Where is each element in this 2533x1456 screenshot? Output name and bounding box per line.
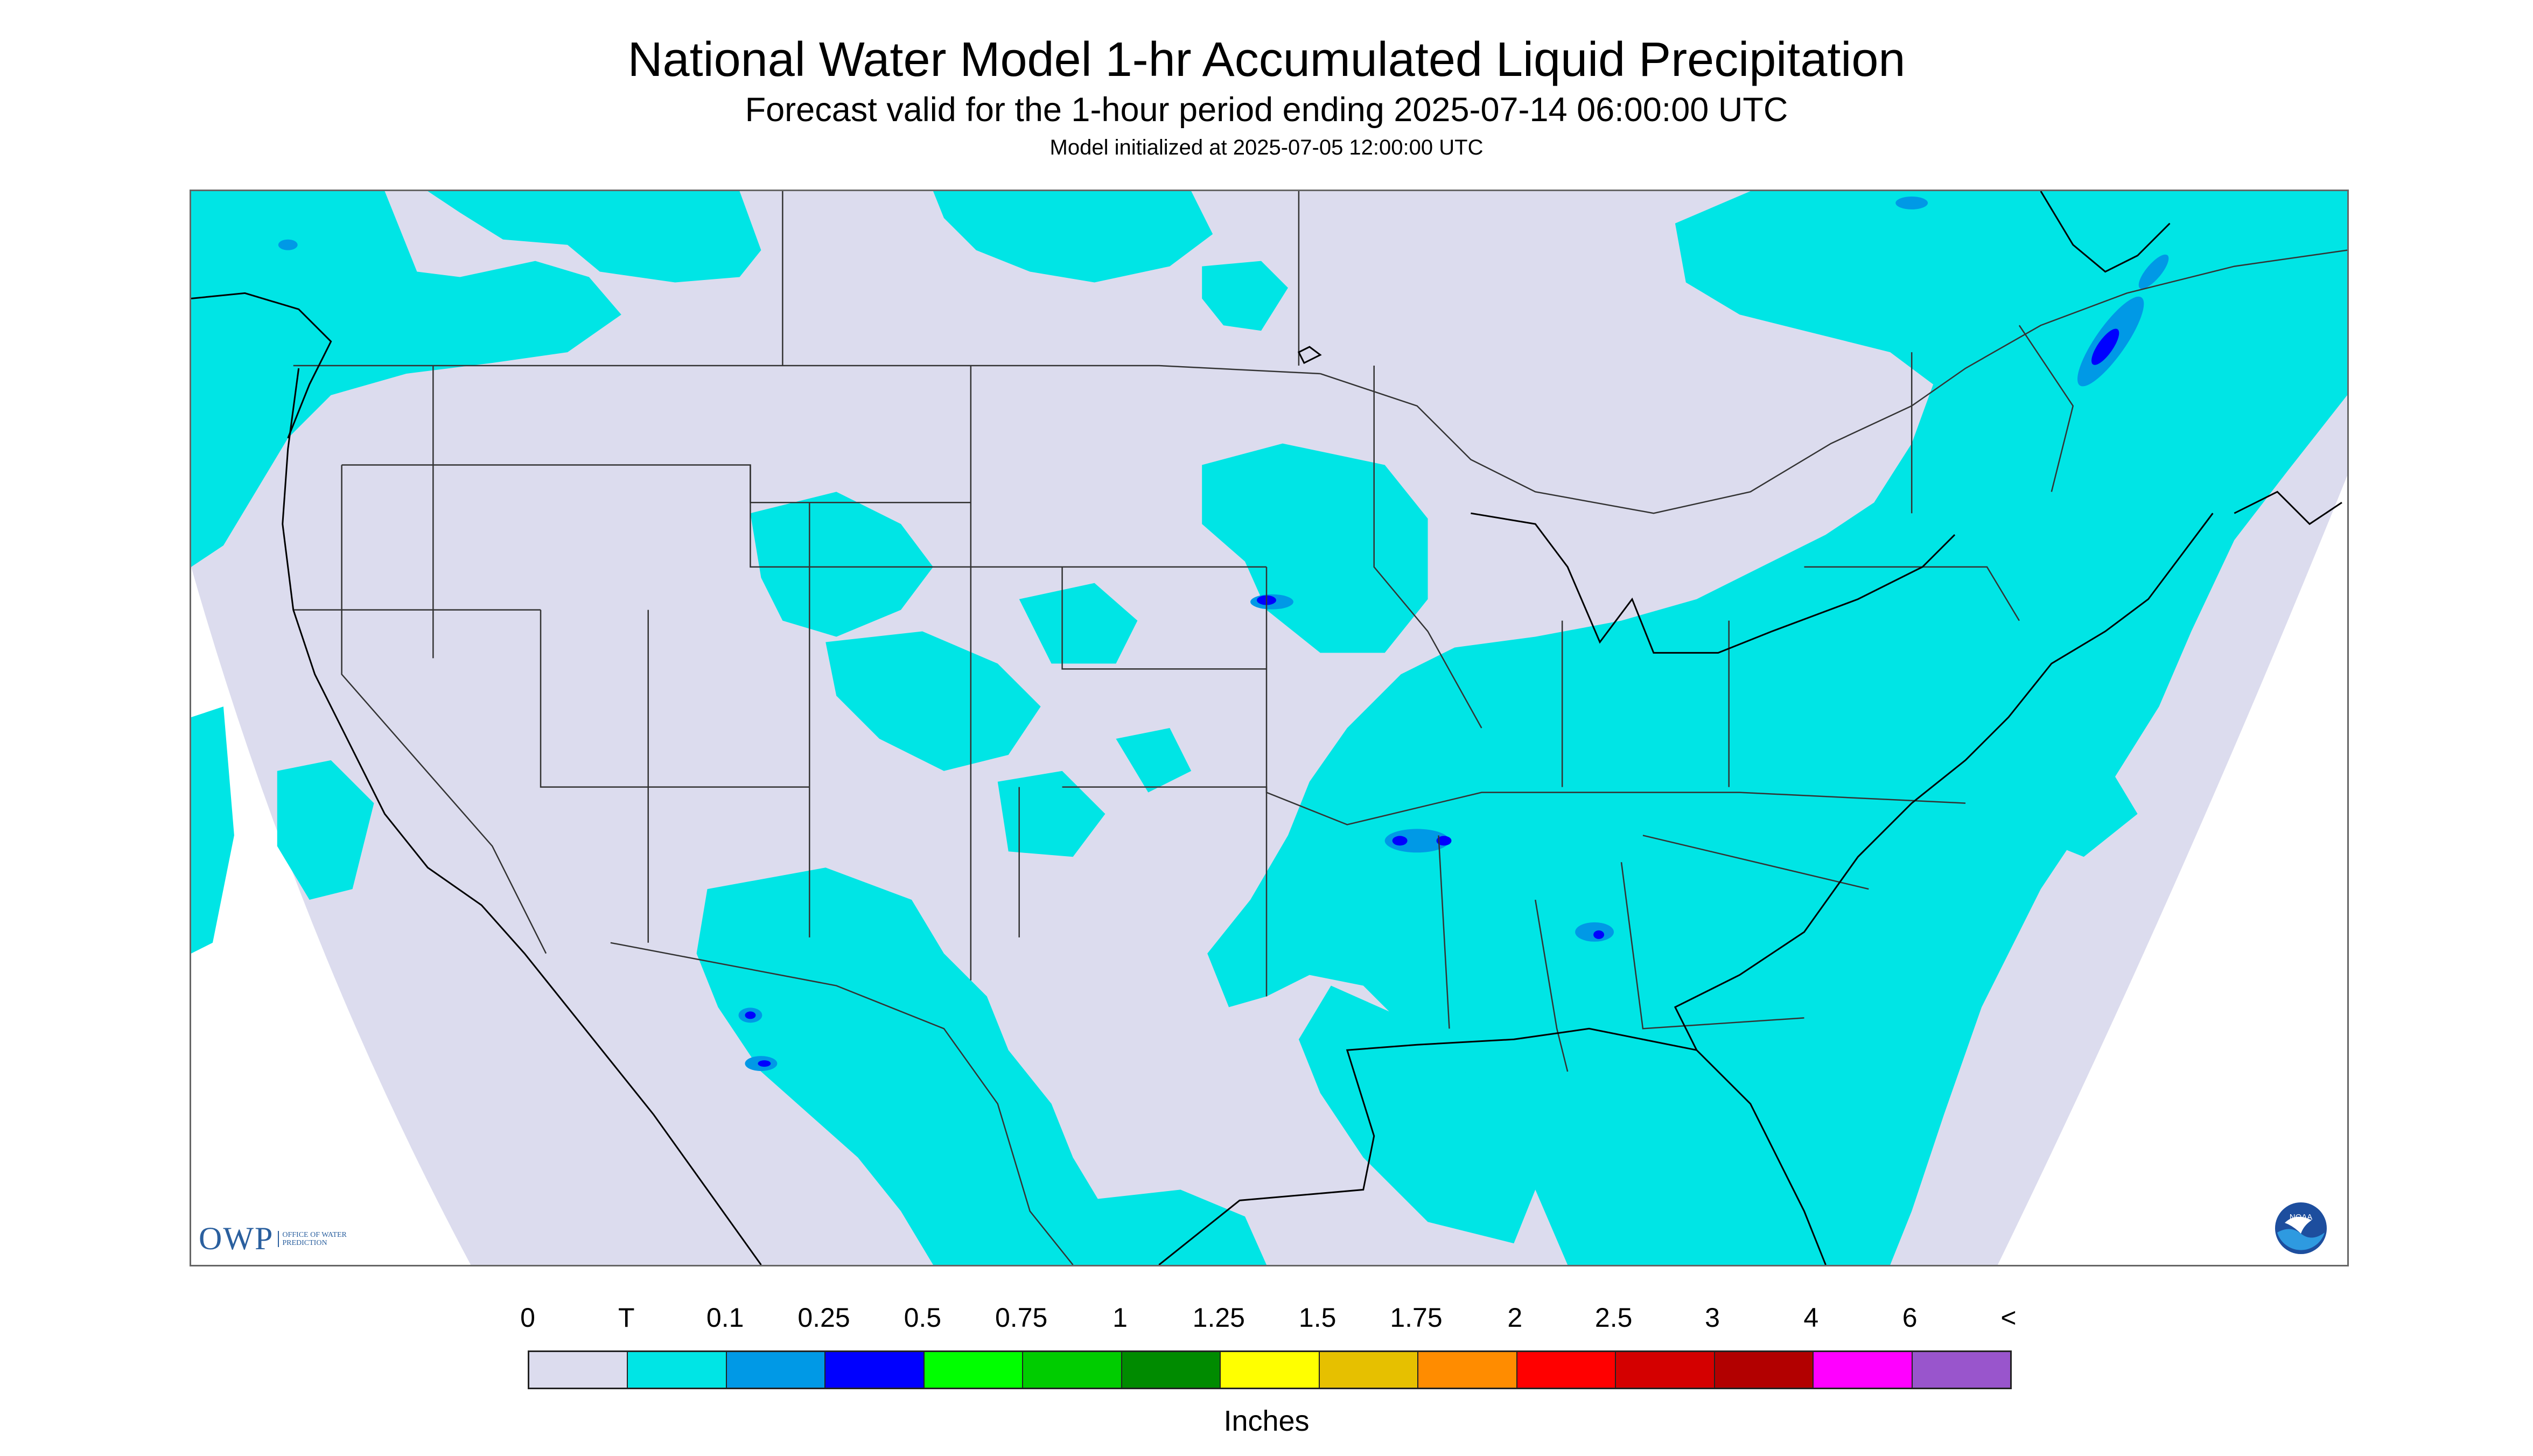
legend-color-bar <box>528 1350 2012 1389</box>
legend-tick-label: 1.25 <box>1192 1303 1245 1333</box>
noaa-logo-text: NOAA <box>2290 1213 2313 1222</box>
legend-swatch <box>1319 1352 1419 1388</box>
legend-tick-label: < <box>2000 1303 2017 1333</box>
left-projection-edge <box>191 566 471 1265</box>
legend-labels: 0 T 0.1 0.25 0.5 0.75 1 1.25 1.5 1.75 2 2.5 3 4 6 < <box>520 1302 2025 1340</box>
legend-swatch <box>1221 1352 1320 1388</box>
right-projection-edge <box>1997 475 2347 1265</box>
legend-tick-label: T <box>618 1303 635 1333</box>
legend-swatch <box>1517 1352 1617 1388</box>
legend-tick-label: 2 <box>1507 1303 1523 1333</box>
legend-tick-label: 0.5 <box>904 1303 942 1333</box>
legend-swatch <box>1715 1352 1814 1388</box>
legend-tick-label: 0.25 <box>797 1303 850 1333</box>
trace-precip-areas <box>191 191 2347 1265</box>
model-init-line: Model initialized at 2025-07-05 12:00:00… <box>1049 136 1484 159</box>
political-boundaries <box>293 191 2347 1265</box>
legend-swatch <box>628 1352 727 1388</box>
coastlines <box>191 191 2342 1265</box>
legend-swatch <box>1814 1352 1913 1388</box>
legend-swatch <box>1418 1352 1517 1388</box>
legend-tick-label: 0.1 <box>706 1303 744 1333</box>
legend-tick-label: 1 <box>1112 1303 1128 1333</box>
legend-tick-label: 1.75 <box>1390 1303 1443 1333</box>
legend-swatch <box>924 1352 1024 1388</box>
legend-tick-label: 1.5 <box>1298 1303 1337 1333</box>
owp-logo-text: OWP <box>199 1221 274 1256</box>
legend-tick-label: 2.5 <box>1594 1303 1633 1333</box>
legend-swatch <box>1023 1352 1122 1388</box>
noaa-logo: NOAA <box>2275 1202 2327 1254</box>
map-subtitle: Forecast valid for the 1-hour period end… <box>745 91 1788 129</box>
legend-swatch <box>1122 1352 1221 1388</box>
legend-swatch <box>1616 1352 1715 1388</box>
owp-logo: OWP OFFICE OF WATER PREDICTION <box>199 1220 347 1257</box>
precipitation-map: OWP OFFICE OF WATER PREDICTION NOAA <box>190 190 2349 1266</box>
map-canvas <box>191 191 2347 1265</box>
legend-tick-label: 0.75 <box>995 1303 1048 1333</box>
legend-tick-label: 3 <box>1705 1303 1720 1333</box>
owp-logo-subtext: OFFICE OF WATER PREDICTION <box>278 1230 347 1247</box>
heavy-precip-cells <box>745 328 2119 1067</box>
legend-tick-label: 6 <box>1902 1303 1918 1333</box>
legend-swatch <box>1912 1352 2011 1388</box>
map-title: National Water Model 1-hr Accumulated Li… <box>627 33 1906 87</box>
legend-tick-label: 0 <box>520 1303 535 1333</box>
legend-swatch <box>825 1352 925 1388</box>
legend-units: Inches <box>1223 1405 1310 1437</box>
legend-swatch <box>726 1352 826 1388</box>
legend-swatch <box>529 1352 628 1388</box>
legend-tick-label: 4 <box>1803 1303 1819 1333</box>
